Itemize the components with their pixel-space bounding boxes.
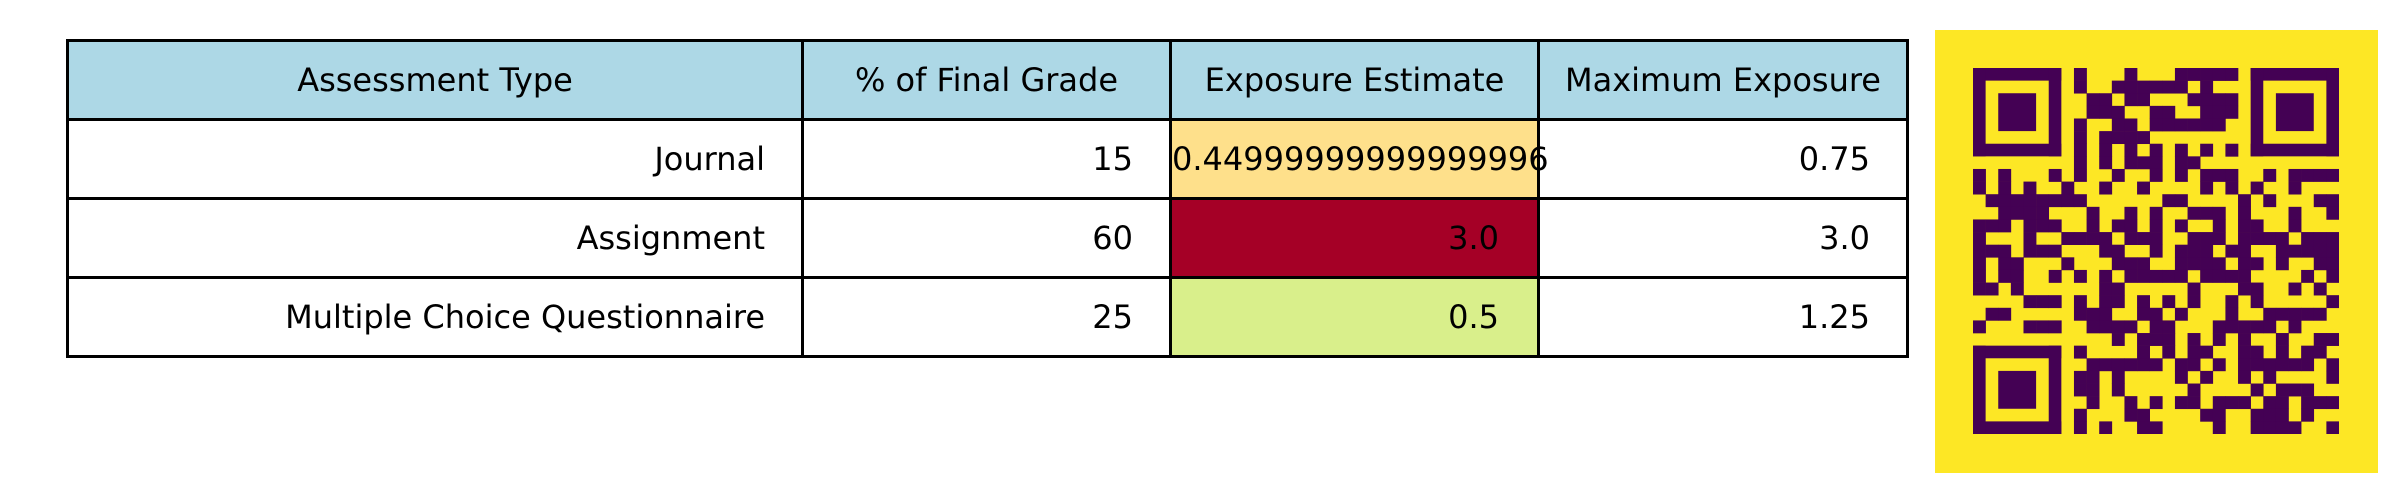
assessment-table: Assessment Type % of Final Grade Exposur… [66,39,1909,358]
table-row: Multiple Choice Questionnaire 25 0.5 1.2… [66,276,1909,358]
header-assessment-type: Assessment Type [66,39,804,121]
cell-maximum-exposure: 1.25 [1537,276,1909,358]
header-percent-of-final-grade: % of Final Grade [801,39,1172,121]
cell-assessment-type: Multiple Choice Questionnaire [66,276,804,358]
qr-code-icon [1973,68,2339,434]
cell-percent-of-final-grade: 15 [801,118,1172,200]
assessment-table-container: Assessment Type % of Final Grade Exposur… [66,39,1909,358]
cell-exposure-estimate: 0.44999999999999996 [1169,118,1549,200]
header-exposure-estimate: Exposure Estimate [1169,39,1540,121]
header-maximum-exposure: Maximum Exposure [1537,39,1909,121]
cell-assessment-type: Assignment [66,197,804,279]
table-row: Journal 15 0.44999999999999996 0.75 [66,118,1909,200]
cell-percent-of-final-grade: 25 [801,276,1172,358]
cell-exposure-estimate: 0.5 [1169,276,1540,358]
cell-maximum-exposure: 3.0 [1537,197,1909,279]
cell-percent-of-final-grade: 60 [801,197,1172,279]
cell-exposure-estimate: 3.0 [1169,197,1540,279]
cell-maximum-exposure: 0.75 [1537,118,1909,200]
table-row: Assignment 60 3.0 3.0 [66,197,1909,279]
cell-assessment-type: Journal [66,118,804,200]
qr-code-panel [1935,30,2378,473]
table-header-row: Assessment Type % of Final Grade Exposur… [66,39,1909,121]
